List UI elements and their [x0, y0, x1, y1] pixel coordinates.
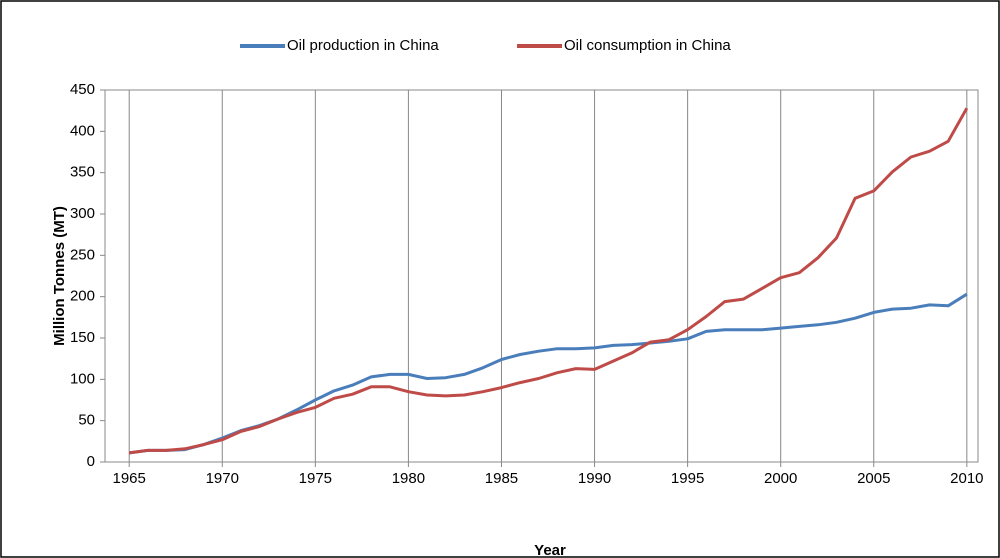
- y-tick-label: 250: [70, 246, 95, 263]
- legend-label: Oil consumption in China: [564, 37, 731, 54]
- y-tick-label: 50: [78, 412, 95, 429]
- y-tick-label: 100: [70, 370, 95, 387]
- legend-label: Oil production in China: [287, 37, 439, 54]
- y-axis-title: Million Tonnes (MT): [51, 206, 68, 346]
- y-tick-label: 150: [70, 329, 95, 346]
- x-tick-label: 1975: [299, 470, 332, 487]
- y-tick-label: 200: [70, 288, 95, 305]
- line-series: [129, 107, 969, 455]
- x-tick-label: 1995: [671, 470, 704, 487]
- x-tick-label: 2000: [764, 470, 797, 487]
- x-tick-label: 2010: [950, 470, 983, 487]
- x-axis-title: Year: [534, 542, 566, 558]
- y-tick-label: 450: [70, 81, 95, 98]
- x-tick-label: 1985: [485, 470, 518, 487]
- x-tick-label: 1970: [206, 470, 239, 487]
- x-tick-label: 1965: [113, 470, 146, 487]
- y-tick-label: 350: [70, 164, 95, 181]
- y-tick-label: 300: [70, 205, 95, 222]
- y-tick-label: 0: [87, 453, 95, 470]
- x-tick-label: 2005: [857, 470, 890, 487]
- x-tick-label: 1980: [392, 470, 425, 487]
- x-tick-label: 1990: [578, 470, 611, 487]
- y-tick-label: 400: [70, 122, 95, 139]
